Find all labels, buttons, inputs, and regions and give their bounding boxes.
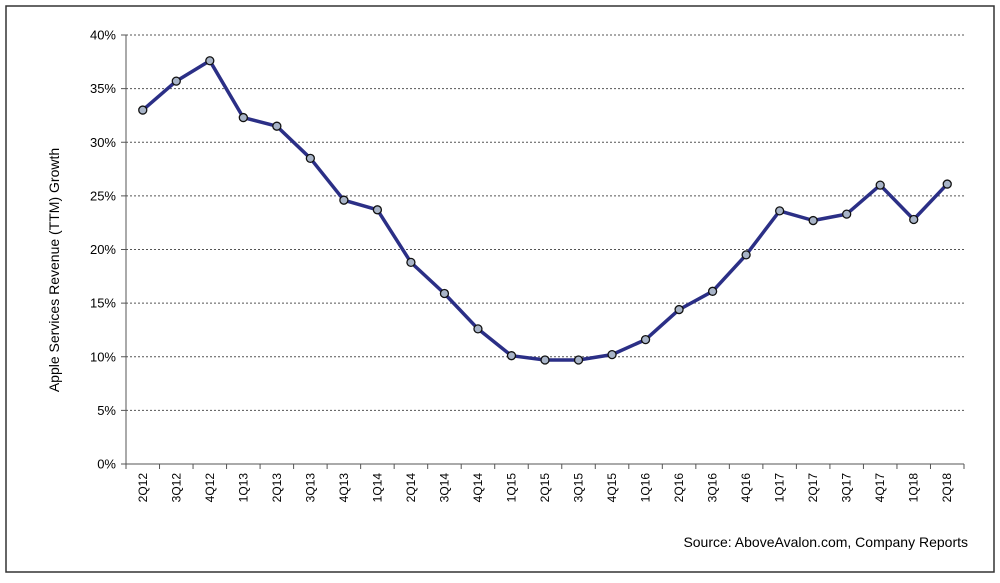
axes <box>121 34 965 469</box>
data-point <box>942 179 952 189</box>
x-tick-label: 2Q12 <box>136 473 150 503</box>
x-tick-label: 3Q16 <box>706 473 720 503</box>
x-tick-label: 3Q12 <box>169 473 183 503</box>
x-tick-label: 4Q16 <box>739 473 753 503</box>
data-point <box>808 215 818 226</box>
x-tick-label: 4Q17 <box>873 473 887 503</box>
data-point <box>339 195 349 205</box>
data-point <box>875 180 885 190</box>
y-axis-title: Apple Services Revenue (TTM) Growth <box>46 148 62 392</box>
x-tick-label: 2Q16 <box>672 473 686 503</box>
x-tick-label: 1Q17 <box>773 473 787 503</box>
data-point <box>473 324 483 334</box>
y-tick-label: 20% <box>90 242 116 257</box>
data-point <box>406 257 416 268</box>
data-point <box>272 121 282 131</box>
x-tick-label: 1Q13 <box>236 473 250 503</box>
x-tick-label: 2Q14 <box>404 473 418 503</box>
data-point <box>573 355 584 365</box>
x-tick-labels: 2Q12 3Q12 4Q12 1Q13 2Q13 3Q13 4Q13 1Q14 2Q14 3Q14… <box>136 473 954 503</box>
y-tick-label: 25% <box>90 188 116 203</box>
data-point <box>909 214 919 225</box>
x-tick-label: 2Q18 <box>940 473 954 503</box>
x-tick-label: 4Q14 <box>471 473 485 503</box>
x-tick-label: 1Q15 <box>504 473 518 503</box>
data-point <box>138 105 148 115</box>
x-tick-label: 3Q13 <box>303 473 317 503</box>
data-point <box>842 209 852 219</box>
data-point <box>540 355 550 365</box>
source-note: Source: AboveAvalon.com, Company Reports <box>683 534 968 550</box>
x-tick-label: 4Q15 <box>605 473 619 503</box>
data-point <box>774 206 785 216</box>
y-tick-label: 5% <box>97 403 116 418</box>
y-tick-label: 40% <box>90 28 116 43</box>
x-tick-label: 2Q15 <box>538 473 552 503</box>
y-tick-label: 0% <box>97 457 116 472</box>
x-tick-label: 4Q13 <box>337 473 351 503</box>
y-tick-label: 30% <box>90 135 116 150</box>
x-tick-label: 4Q12 <box>203 473 217 503</box>
x-tick-label: 2Q13 <box>270 473 284 503</box>
data-point <box>640 334 651 345</box>
x-tick-label: 1Q18 <box>907 473 921 503</box>
data-point <box>439 288 450 299</box>
y-tick-label: 10% <box>90 349 116 364</box>
y-tick-labels: 0% 5% 10% 15% 20% 25% 30% 35% 40% <box>90 28 116 472</box>
data-point <box>506 351 517 361</box>
data-point <box>707 286 718 296</box>
y-tick-label: 35% <box>90 81 116 96</box>
data-point <box>674 304 684 315</box>
data-point <box>372 205 383 215</box>
data-point <box>607 349 617 360</box>
x-tick-label: 1Q16 <box>639 473 653 503</box>
y-tick-label: 15% <box>90 296 116 311</box>
x-tick-label: 1Q14 <box>370 473 384 503</box>
x-tick-label: 2Q17 <box>806 473 820 503</box>
data-point <box>238 112 248 123</box>
x-tick-label: 3Q17 <box>840 473 854 503</box>
data-point <box>171 76 181 86</box>
series <box>138 56 952 365</box>
data-point <box>741 250 751 260</box>
x-tick-label: 3Q14 <box>437 473 451 503</box>
x-tick-label: 3Q15 <box>572 473 586 503</box>
data-point <box>305 153 316 163</box>
data-point <box>205 56 215 66</box>
chart-border <box>5 5 995 573</box>
